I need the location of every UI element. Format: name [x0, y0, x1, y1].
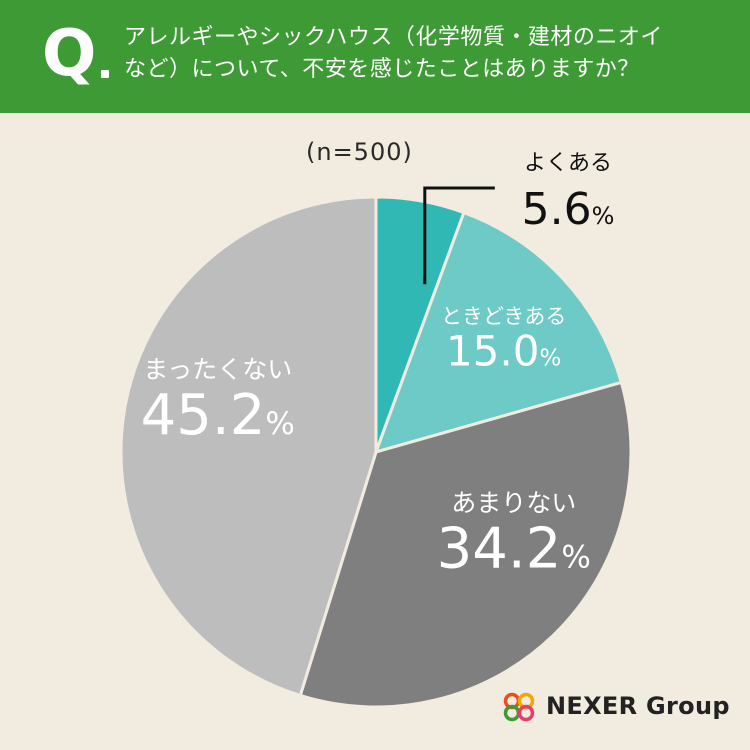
slice-value-4: 45.2% — [141, 383, 295, 448]
sample-size: (n=500) — [306, 138, 413, 166]
nexer-logo: NEXER Group — [500, 686, 730, 726]
slice-value-1: 5.6% — [522, 184, 615, 235]
slice-value-3: 34.2% — [437, 516, 591, 581]
slice-value-2: 15.0% — [446, 327, 561, 376]
question-header: Q アレルギーやシックハウス（化学物質・建材のニオイ など）について、不安を感じ… — [0, 0, 750, 113]
pie-slice-4 — [119, 195, 378, 697]
leader-line — [423, 186, 495, 285]
slice-label-2: ときどきある — [441, 305, 566, 329]
logo-text: NEXER Group — [546, 692, 730, 720]
pie-slice-3 — [298, 380, 633, 709]
q-dot — [101, 70, 109, 78]
pie-slice-2 — [374, 211, 623, 454]
nexer-rings-icon — [503, 692, 535, 722]
question-line-2: など）について、不安を感じたことはありますか？ — [124, 57, 640, 82]
pie-slices — [119, 195, 633, 709]
question-line-1: アレルギーやシックハウス（化学物質・建材のニオイ — [124, 25, 663, 50]
q-mark: Q — [42, 17, 97, 91]
slice-label-4: まったくない — [143, 355, 292, 384]
leader-line-group — [423, 186, 495, 285]
question-text: アレルギーやシックハウス（化学物質・建材のニオイ など）について、不安を感じたこ… — [124, 22, 724, 86]
slice-label-3: あまりない — [451, 488, 576, 517]
slice-label-1: よくある — [524, 151, 612, 176]
